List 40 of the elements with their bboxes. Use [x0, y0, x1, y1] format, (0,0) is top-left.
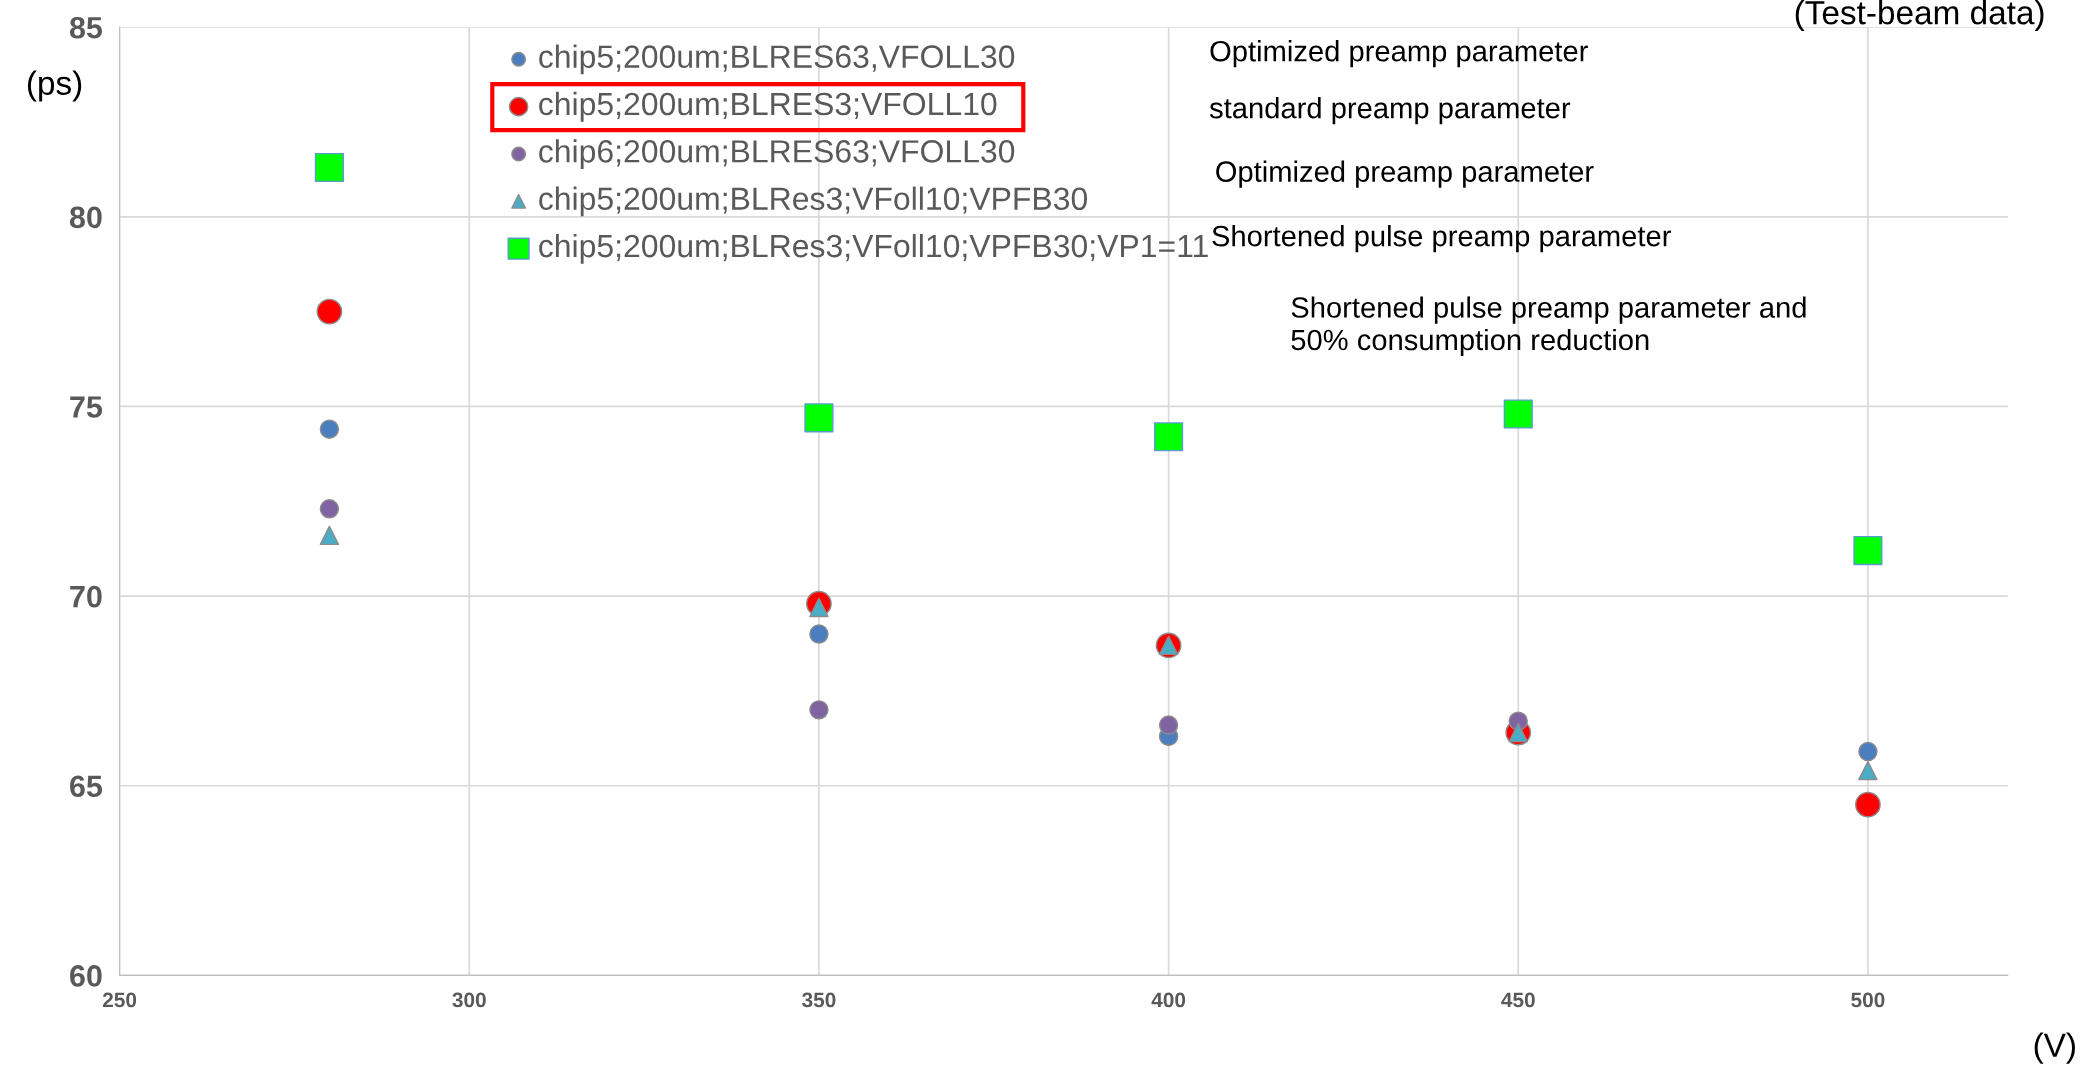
x-tick-label: 350 — [802, 992, 836, 1008]
point — [809, 700, 829, 720]
point — [1858, 741, 1878, 762]
legend-label: chip5;200um;BLRES63,VFOLL30 — [539, 44, 1015, 75]
point — [1503, 399, 1533, 429]
y-tick-label: 75 — [70, 396, 103, 418]
point — [1158, 715, 1179, 735]
annotation: Shortened pulse preamp parameter and 50% consumption reduction — [1291, 296, 1806, 357]
y-tick-label: 80 — [69, 206, 102, 229]
point — [804, 403, 834, 433]
point — [1853, 535, 1883, 566]
y-tick-label: 65 — [70, 775, 103, 798]
y-tick-label: 60 — [70, 965, 102, 987]
chart-title: (Test-beam data) — [1795, 0, 2044, 32]
legend-label: chip5;200um;BLRes3;VFoll10;VPFB30;VP1=11 — [539, 233, 1208, 264]
x-tick-label: 450 — [1501, 992, 1535, 1008]
annotation: Shortened pulse preamp parameter — [1212, 225, 1671, 253]
point — [1858, 760, 1878, 781]
legend-label: chip6;200um;BLRES63;VFOLL30 — [539, 139, 1015, 169]
annotation: Optimized preamp parameter — [1216, 160, 1594, 188]
annotation: standard preamp parameter — [1209, 97, 1571, 125]
point — [1154, 422, 1184, 452]
legend-label: chip5;200um;BLRes3;VFoll10;VPFB30 — [539, 186, 1088, 217]
point — [319, 499, 340, 519]
y-tick-label: 85 — [69, 16, 103, 39]
point — [319, 419, 340, 439]
point — [314, 152, 344, 183]
point — [1855, 791, 1881, 818]
y-axis-title: (ps) — [27, 70, 82, 102]
legend-label: chip5;200um;BLRES3;VFOLL10 — [539, 91, 997, 122]
x-tick-label: 250 — [102, 992, 137, 1008]
x-tick-label: 500 — [1851, 992, 1885, 1008]
point — [316, 298, 343, 325]
x-tick-label: 300 — [452, 992, 486, 1008]
point — [319, 525, 340, 546]
annotation: Optimized preamp parameter — [1210, 40, 1588, 68]
x-axis-title: (V) — [2034, 1032, 2075, 1064]
y-tick-label: 70 — [70, 585, 102, 608]
point — [809, 624, 829, 644]
x-tick-label: 400 — [1151, 992, 1186, 1008]
